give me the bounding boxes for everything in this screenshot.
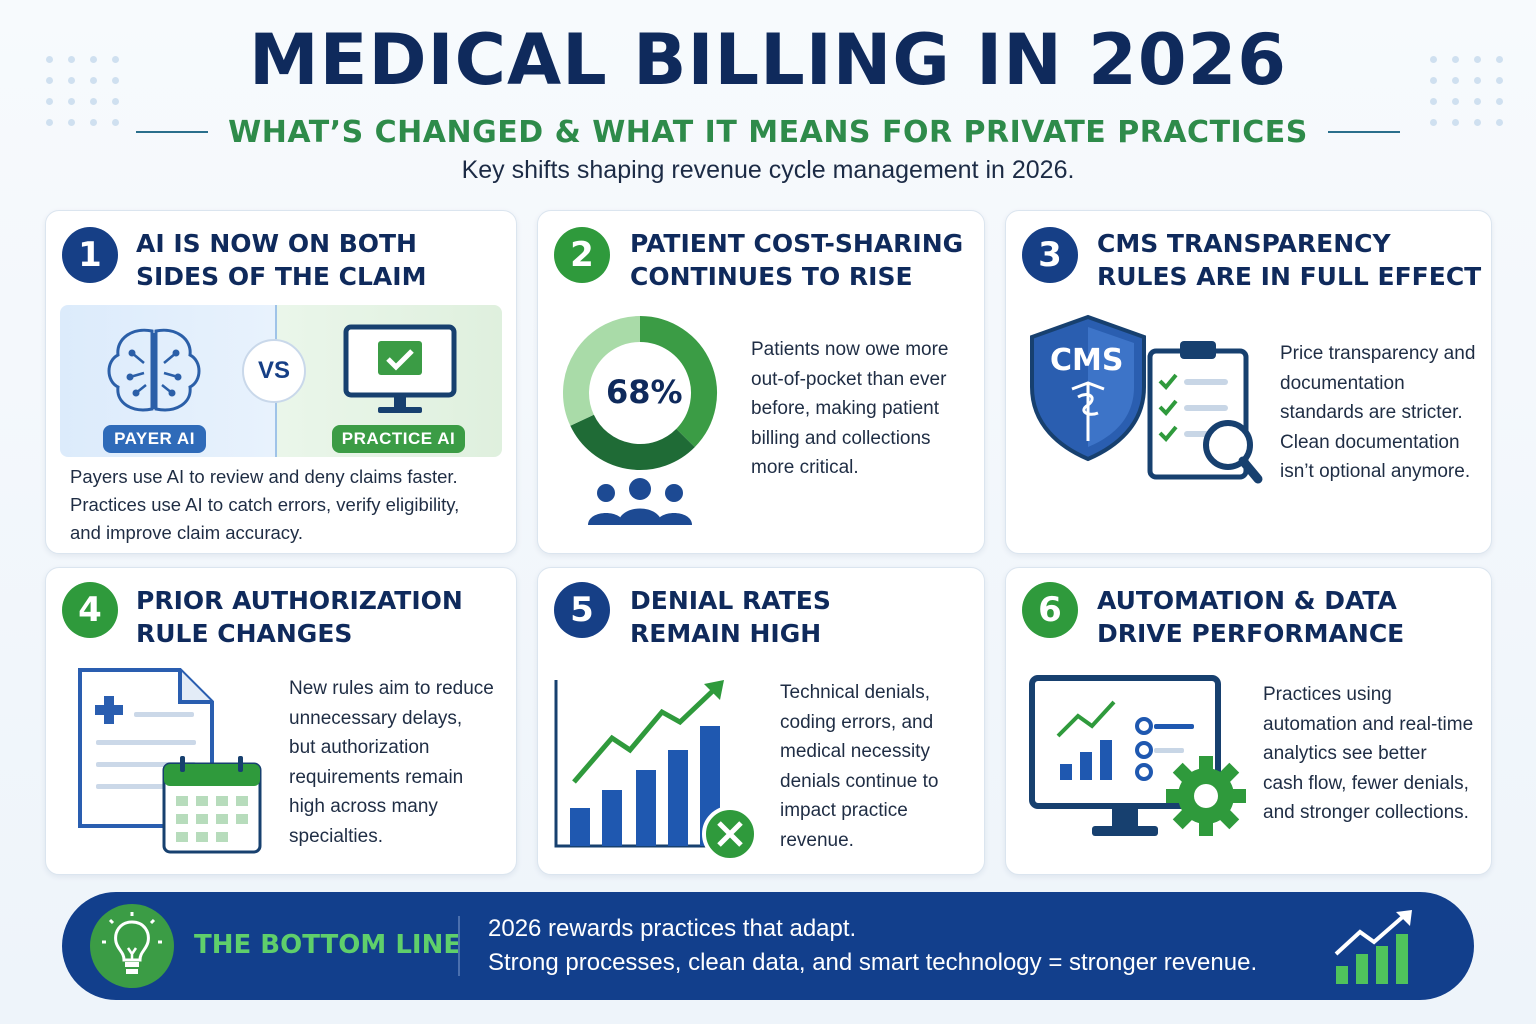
card-description: Patients now owe more out-of-pocket than…: [751, 339, 949, 478]
card-prior-authorization: 4 PRIOR AUTHORIZATION RULE CHANGES New r…: [45, 567, 517, 875]
payer-ai-label: PAYER AI: [103, 425, 206, 453]
intro-text: Key shifts shaping revenue cycle managem…: [461, 156, 1075, 184]
card-description: Price transparency and documentation sta…: [1280, 343, 1476, 482]
card-cms-transparency: 3 CMS TRANSPARENCY RULES ARE IN FULL EFF…: [1005, 210, 1492, 554]
analytics-monitor-gear-icon: [1029, 675, 1246, 836]
card-patient-cost-sharing: 2 PATIENT COST-SHARING CONTINUES TO RISE…: [537, 210, 985, 554]
cms-shield-icon: [1030, 314, 1146, 462]
card-title: AI IS NOW ON BOTH SIDES OF THE CLAIM: [136, 229, 427, 291]
card-title: PRIOR AUTHORIZATION RULE CHANGES: [136, 586, 463, 648]
bottom-line-banner: THE BOTTOM LINE 2026 rewards practices t…: [62, 892, 1474, 1000]
card-title: DENIAL RATES REMAIN HIGH: [630, 586, 831, 648]
donut-segment-remainder: [563, 316, 641, 426]
card-title: CMS TRANSPARENCY RULES ARE IN FULL EFFEC…: [1097, 229, 1482, 291]
patients-icon: [588, 478, 692, 525]
card-number-badge: 2: [554, 227, 610, 283]
growth-chart-icon: [1334, 910, 1412, 984]
shield-label: CMS: [1050, 343, 1124, 378]
checklist-magnifier-icon: [1147, 341, 1263, 484]
brain-icon: [107, 328, 201, 412]
card-title: AUTOMATION & DATA DRIVE PERFORMANCE: [1097, 586, 1405, 648]
bottom-line-text: 2026 rewards practices that adapt. Stron…: [488, 915, 1258, 976]
card-automation-data: 6 AUTOMATION & DATA DRIVE PERFORMANCE: [1005, 567, 1492, 875]
donut-segment-primary: [639, 316, 717, 448]
page-subtitle: WHAT’S CHANGED & WHAT IT MEANS FOR PRIVA…: [228, 114, 1308, 150]
card-number-badge: 6: [1022, 582, 1078, 638]
card-description: Payers use AI to review and deny claims …: [70, 466, 460, 543]
card-description: Practices using automation and real-time…: [1263, 684, 1474, 823]
card-description: New rules aim to reduce unnecessary dela…: [289, 678, 494, 847]
decorative-dots-right: [1430, 56, 1504, 126]
bottom-line-label: THE BOTTOM LINE: [194, 930, 462, 960]
lightbulb-icon: [102, 912, 162, 974]
decorative-dots-left: [46, 56, 120, 126]
card-description: Technical denials, coding errors, and me…: [780, 682, 939, 851]
vs-badge: VS: [242, 339, 306, 403]
practice-ai-label: PRACTICE AI: [332, 425, 465, 453]
card-title: PATIENT COST-SHARING CONTINUES TO RISE: [630, 229, 964, 291]
page-title: MEDICAL BILLING IN 2026: [248, 19, 1288, 101]
donut-segment-secondary: [570, 414, 695, 470]
card-denial-rates: 5 DENIAL RATES REMAIN HIGH Technical den…: [537, 567, 985, 875]
rising-bar-chart-icon: [554, 680, 758, 862]
monitor-check-icon: [343, 324, 457, 413]
document-calendar-icon: [78, 668, 262, 854]
card-number-badge: 5: [554, 582, 610, 638]
card-number-badge: 4: [62, 582, 118, 638]
subtitle-divider-right: [1327, 131, 1400, 133]
subtitle-row: WHAT’S CHANGED & WHAT IT MEANS FOR PRIVA…: [0, 112, 1536, 152]
donut-chart: [563, 316, 717, 470]
bottom-divider: [458, 916, 460, 976]
card-number-badge: 3: [1022, 227, 1078, 283]
card-number-badge: 1: [62, 227, 118, 283]
percent-label: 68%: [606, 373, 683, 411]
subtitle-divider-left: [136, 131, 209, 133]
card-ai-both-sides: 1 AI IS NOW ON BOTH SIDES OF THE CLAIM V…: [45, 210, 517, 554]
